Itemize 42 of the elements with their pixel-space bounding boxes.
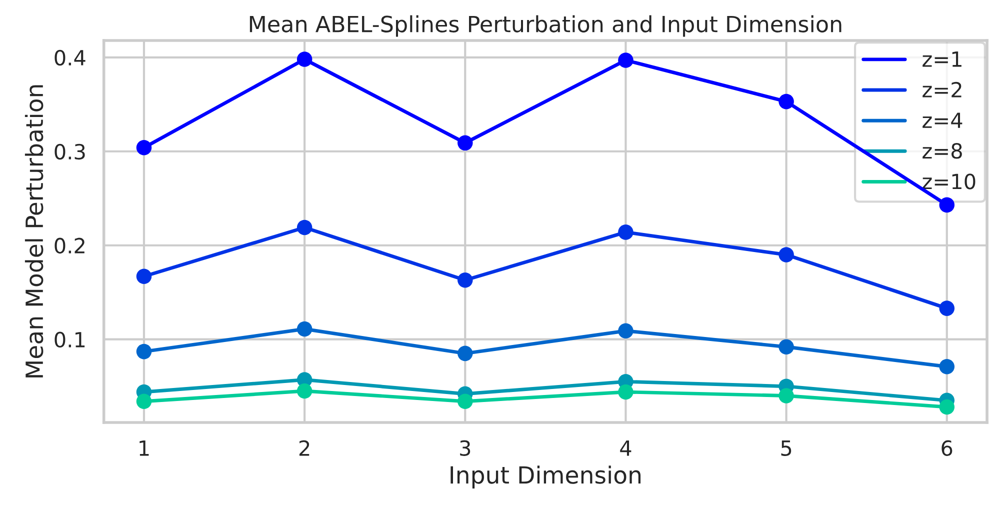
- point: [136, 140, 152, 156]
- point: [458, 272, 473, 288]
- x-tick-label: 1: [140, 440, 149, 456]
- point: [778, 339, 794, 354]
- point: [778, 388, 794, 404]
- legend-label: z=2: [922, 82, 962, 98]
- y-tick-label: 0.2: [54, 238, 84, 254]
- y-axis-title: Mean Model Perturbation: [24, 85, 44, 378]
- point: [296, 321, 312, 337]
- point: [458, 394, 473, 410]
- x-tick-label: 6: [942, 440, 952, 456]
- legend-label: z=1: [922, 52, 962, 67]
- x-tick-label: 4: [620, 440, 632, 456]
- y-tick-label: 0.4: [54, 50, 86, 66]
- y-tick-label: 0.3: [54, 144, 85, 160]
- x-tick-label: 2: [299, 440, 310, 456]
- point: [136, 344, 152, 360]
- legend-label: z=8: [922, 143, 962, 159]
- point: [458, 135, 473, 151]
- x-tick-label: 3: [460, 440, 470, 456]
- point: [136, 394, 152, 410]
- point: [778, 247, 794, 262]
- point: [296, 220, 312, 236]
- x-axis-title: Input Dimension: [450, 466, 641, 488]
- point: [939, 300, 955, 316]
- point: [136, 268, 152, 284]
- chart-title: Mean ABEL-Splines Perturbation and Input Dimension: [250, 15, 842, 37]
- point: [939, 197, 955, 213]
- point: [618, 323, 634, 339]
- legend-label: z=10: [922, 174, 976, 190]
- point: [618, 224, 634, 240]
- point: [618, 52, 634, 68]
- point: [296, 383, 312, 399]
- point: [939, 399, 955, 415]
- point: [939, 358, 955, 374]
- legend-label: z=4: [922, 112, 962, 128]
- point: [296, 52, 312, 67]
- point: [778, 94, 794, 110]
- point: [618, 384, 634, 400]
- point: [458, 346, 473, 362]
- x-tick-label: 5: [781, 440, 792, 456]
- y-tick-label: 0.1: [54, 332, 85, 348]
